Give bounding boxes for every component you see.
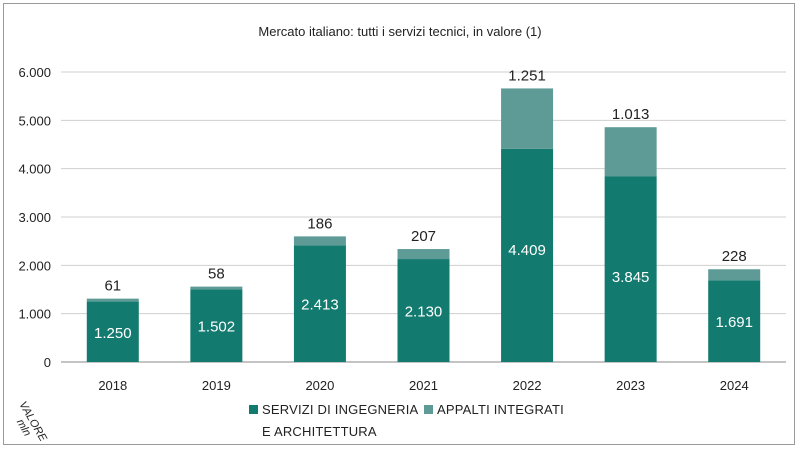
data-label-servizi-2020: 2.413	[301, 297, 339, 314]
legend-label-appalti: APPALTI INTEGRATI	[437, 402, 564, 417]
chart-frame: Mercato italiano: tutti i servizi tecnic…	[3, 3, 795, 445]
x-tick-label: 2018	[98, 378, 127, 393]
bar-servizi-2023	[604, 176, 657, 362]
y-tick-label: 2.000	[18, 258, 51, 273]
x-axis-labels: 2018 2019 2020 2021 2022 2023 2024	[98, 378, 748, 393]
x-tick-label: 2019	[202, 378, 231, 393]
x-tick-label: 2021	[409, 378, 438, 393]
data-label-appalti-2021: 207	[411, 228, 436, 245]
data-label-appalti-2019: 58	[208, 266, 225, 283]
bar-appalti-2021	[397, 249, 450, 260]
bar-appalti-2023	[604, 127, 657, 177]
bar-appalti-2022	[501, 88, 554, 149]
chart-title: Mercato italiano: tutti i servizi tecnic…	[258, 24, 541, 39]
data-label-servizi-2023: 3.845	[612, 269, 650, 286]
legend: SERVIZI DI INGEGNERIA E ARCHITETTURA APPAL…	[249, 402, 564, 439]
bar-servizi-2021	[397, 259, 450, 362]
legend-swatch-appalti	[424, 405, 433, 414]
bar-servizi-2018	[86, 301, 139, 362]
y-tick-label: 3.000	[18, 210, 51, 225]
y-tick-label: 4.000	[18, 162, 51, 177]
y-tick-label: 1.000	[18, 307, 51, 322]
stacked-bar-chart: Mercato italiano: tutti i servizi tecnic…	[14, 24, 786, 445]
bar-servizi-2020	[293, 245, 346, 362]
y-axis-ticks: 0 1.000 2.000 3.000 4.000 5.000 6.000	[18, 65, 51, 370]
x-tick-label: 2020	[305, 378, 334, 393]
data-label-servizi-2018: 1.250	[94, 325, 132, 342]
data-label-servizi-2024: 1.691	[715, 314, 753, 331]
legend-swatch-servizi	[249, 405, 258, 414]
data-label-appalti-2018: 61	[104, 278, 121, 295]
data-label-appalti-2022: 1.251	[508, 67, 546, 84]
data-label-servizi-2022: 4.409	[508, 242, 546, 259]
x-tick-label: 2022	[513, 378, 542, 393]
bar-appalti-2020	[293, 236, 346, 246]
legend-label-servizi: SERVIZI DI INGEGNERIA	[262, 402, 419, 417]
bar-appalti-2018	[86, 298, 139, 302]
data-label-appalti-2023: 1.013	[612, 106, 650, 123]
bar-appalti-2019	[190, 286, 243, 290]
bars	[86, 88, 761, 362]
bar-servizi-2024	[708, 280, 761, 362]
x-tick-label: 2024	[720, 378, 749, 393]
data-label-appalti-2024: 228	[722, 248, 747, 265]
data-label-servizi-2019: 1.502	[198, 319, 236, 336]
legend-label-servizi: E ARCHITETTURA	[262, 424, 377, 439]
bar-appalti-2024	[708, 269, 761, 281]
y-axis-title: VALORE mln	[14, 400, 49, 445]
bar-servizi-2019	[190, 289, 243, 362]
y-tick-label: 6.000	[18, 65, 51, 80]
y-tick-label: 0	[44, 355, 51, 370]
bar-servizi-2022	[501, 148, 554, 362]
data-label-appalti-2020: 186	[307, 215, 332, 232]
x-tick-label: 2023	[616, 378, 645, 393]
data-labels: 1.250 61 1.502 58 2.413 186 2.130 207 4.409 1.251…	[94, 67, 753, 341]
y-tick-label: 5.000	[18, 113, 51, 128]
data-label-servizi-2021: 2.130	[405, 304, 443, 321]
